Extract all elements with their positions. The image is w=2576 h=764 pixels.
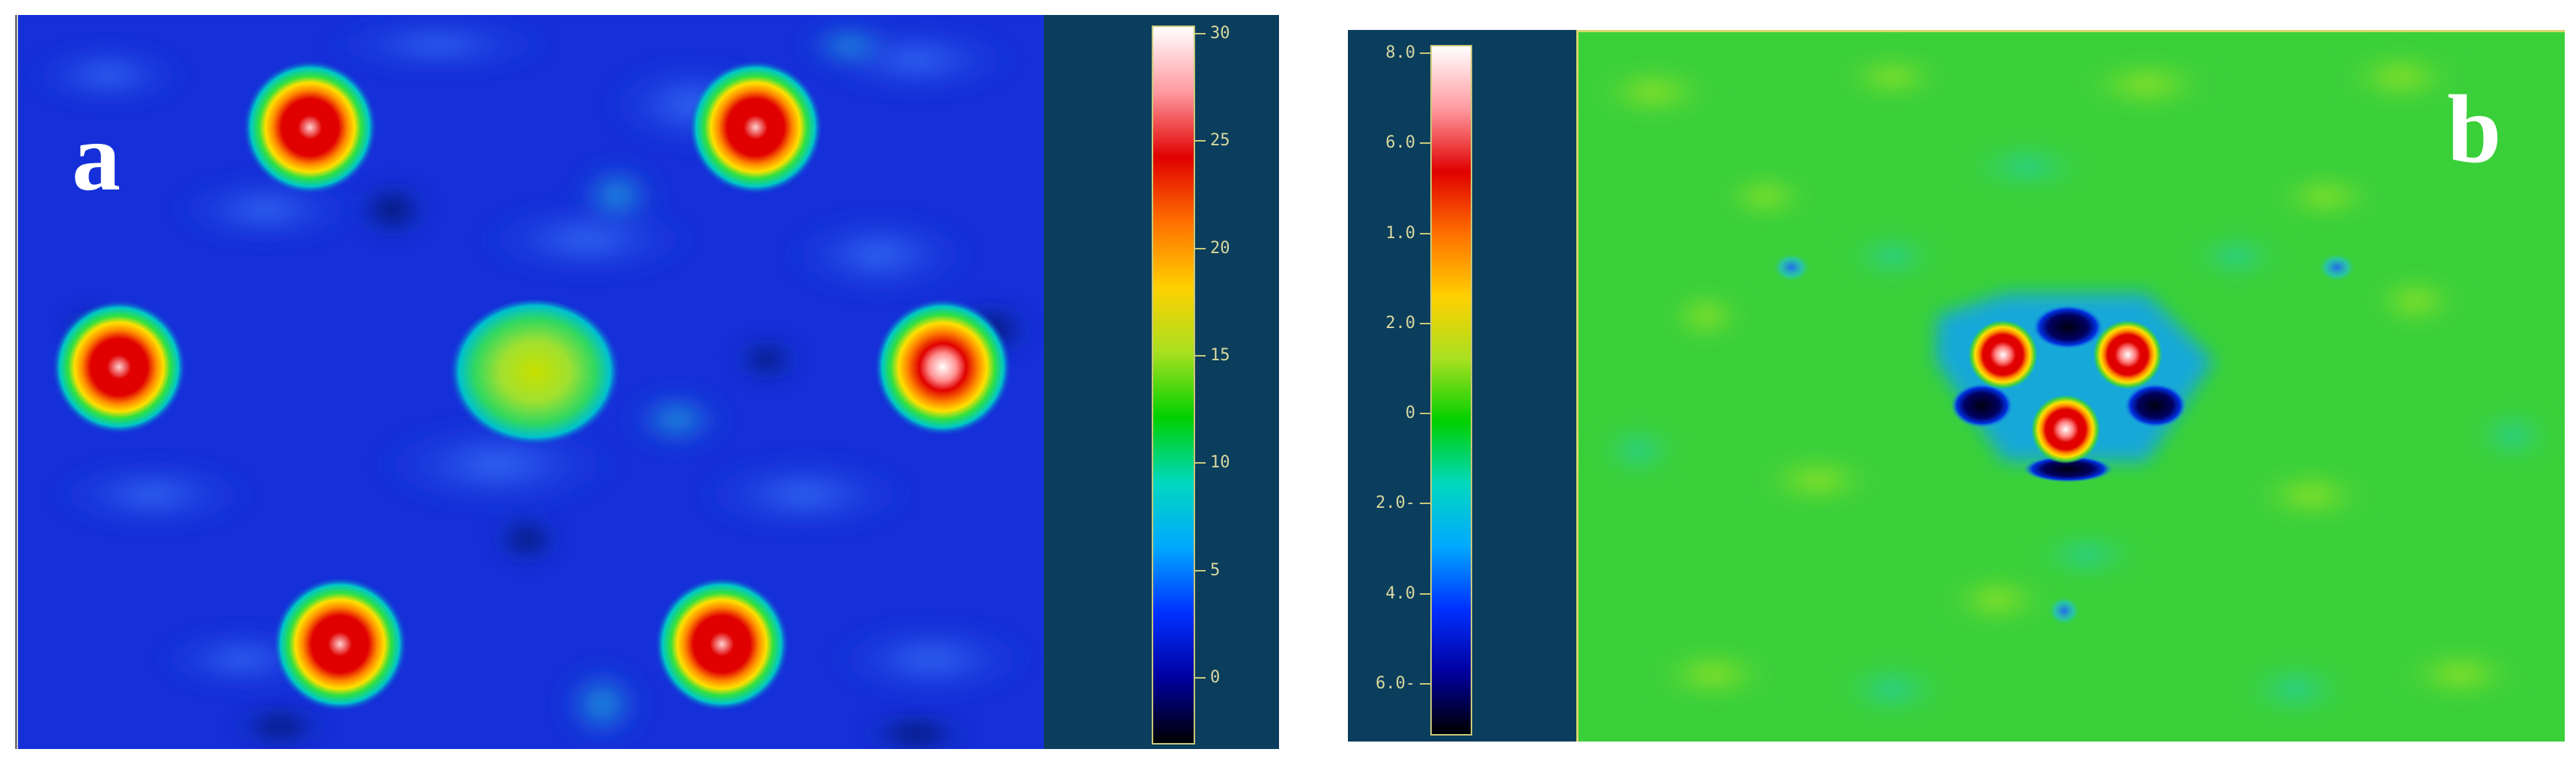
panel-a-colorbar-tick-label: 0 [1210,668,1221,687]
panel-b-colorbar-tick-mark [1420,232,1430,234]
panel-b-peak-left [1968,320,2038,389]
panel-b-colorbar-tick-label: 1.0 [1385,223,1415,243]
panel-a-center-peak [449,300,621,449]
panel-a-colorbar-tick-label: 30 [1210,24,1230,43]
panel-a-colorbar-tick-mark [1195,355,1206,357]
panel-b-blue-spot-right [2317,252,2357,282]
panel-b-colorbar [1430,45,1472,736]
panel-a-colorbar-tick-mark [1195,569,1206,572]
panel-b-label: b [2447,76,2502,184]
panel-a-colorbar-area: 30 25 20 15 10 5 0 [1044,15,1279,749]
panel-a-peak-mid-right [874,298,1012,436]
panel-a-map-svg [18,15,1044,749]
panel-a-label: a [72,103,121,211]
panel-b-peak-right [2093,320,2163,389]
panel-a-peak-mid-left [52,300,186,434]
panel-b-noise-texture [1585,46,2558,720]
panel-a-peak-top-left [243,60,377,195]
panel-a-peak-bottom-right [654,577,789,712]
panel-a-colorbar-tick-mark [1195,140,1206,142]
panel-b-central-cluster [1935,293,2214,483]
panel-a-colorbar-tick-label: 5 [1210,560,1221,580]
panel-a-peak-top-right [688,60,823,195]
panel-a-left-axis [15,15,17,749]
panel-b-colorbar-tick-label: 4.0 [1385,583,1415,603]
panel-a-density-map: a [18,15,1044,749]
panel-a-colorbar-tick-label: 25 [1210,131,1230,151]
panel-b-colorbar-tick-label: 2.0- [1376,494,1415,513]
panel-b-colorbar-tick-mark [1420,683,1430,685]
panel-b-colorbar-tick-mark [1420,52,1430,54]
panel-b: 8.0 6.0 1.0 2.0 0 2.0- 4.0 6.0- [1348,0,2576,764]
panel-b-colorbar-tick-mark [1420,592,1430,595]
panel-a-peak-bottom-left [273,577,407,712]
panel-b-peak-bottom [2031,395,2100,464]
panel-a-colorbar-tick-mark [1195,462,1206,464]
panel-b-blue-spot-left [1772,252,1811,282]
panel-b-colorbar-tick-label: 8.0 [1385,43,1415,62]
panel-b-colorbar-tick-mark [1420,413,1430,415]
panel-b-colorbar-tick-mark [1420,322,1430,324]
panel-b-colorbar-area: 8.0 6.0 1.0 2.0 0 2.0- 4.0 6.0- [1348,30,1576,742]
panel-a: a 30 25 20 15 10 5 0 [15,15,1279,749]
panel-b-dark-hole-right [2124,383,2187,428]
panel-b-colorbar-tick-mark [1420,503,1430,505]
panel-b-map-svg [1579,32,2565,742]
panel-a-colorbar [1152,25,1195,745]
panel-a-colorbar-tick-mark [1195,677,1206,679]
panel-b-dark-hole-bottom [2023,455,2113,483]
panel-a-colorbar-tick-label: 20 [1210,238,1230,258]
panel-a-colorbar-tick-label: 15 [1210,346,1230,365]
panel-b-colorbar-tick-mark [1420,142,1430,145]
panel-a-colorbar-tick-label: 10 [1210,453,1230,473]
panel-b-blue-spot-bottom [2047,595,2081,626]
panel-b-dark-hole-top [2032,304,2104,350]
panel-a-colorbar-tick-mark [1195,33,1206,34]
panel-b-dark-hole-left [1950,383,2014,428]
panel-b-colorbar-tick-label: 6.0 [1385,133,1415,153]
panel-a-colorbar-tick-mark [1195,247,1206,249]
panel-b-colorbar-tick-label: 2.0 [1385,313,1415,333]
panel-b-density-map: b [1576,30,2565,742]
panel-b-colorbar-tick-label: 6.0- [1376,674,1415,693]
panel-b-colorbar-tick-label: 0 [1405,404,1415,423]
